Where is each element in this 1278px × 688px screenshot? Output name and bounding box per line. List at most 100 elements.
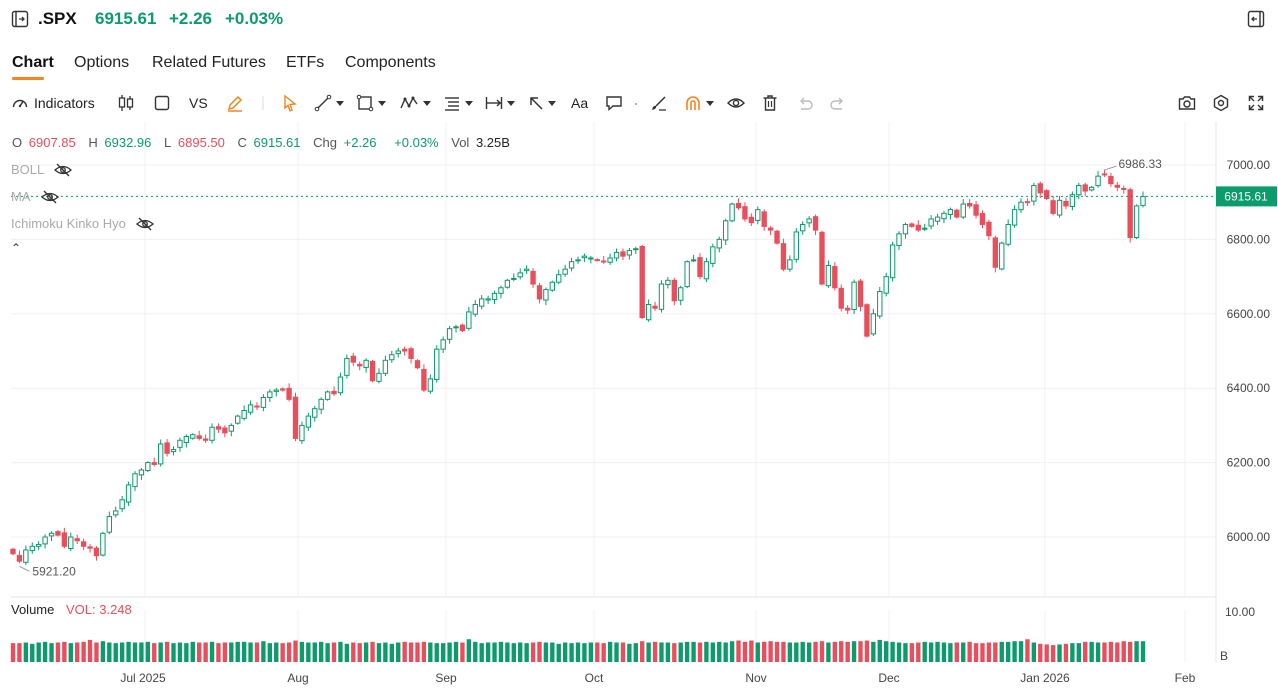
candle-body — [312, 408, 318, 418]
volume-bar — [30, 643, 35, 662]
candle-body — [812, 216, 819, 231]
candle-body — [151, 462, 157, 465]
tab-options[interactable]: Options — [74, 54, 130, 71]
collapse-panel-icon[interactable] — [11, 10, 29, 28]
tab-components[interactable]: Components — [345, 54, 436, 71]
candle-body — [119, 499, 125, 510]
volume-bar — [261, 641, 266, 662]
shape-icon[interactable] — [356, 92, 386, 114]
volume-bar — [967, 641, 972, 662]
compare-button[interactable]: VS — [189, 92, 208, 114]
exit-panel-icon[interactable] — [1247, 10, 1265, 28]
volume-bar — [331, 642, 337, 662]
indicators-button[interactable]: Indicators — [11, 92, 95, 114]
measure-icon[interactable] — [485, 92, 515, 114]
volume-bar — [595, 642, 600, 662]
text-tool-button[interactable]: Aa — [571, 92, 588, 114]
volume-bar — [139, 642, 144, 662]
hidden-eye-icon[interactable] — [135, 217, 154, 231]
pencil-icon[interactable] — [226, 92, 244, 114]
candle-body — [793, 231, 799, 260]
line-icon[interactable] — [314, 92, 344, 114]
indicator-boll[interactable]: BOLL — [11, 162, 73, 177]
candle-body — [164, 442, 170, 454]
candle-body — [241, 410, 247, 419]
candle-body — [626, 250, 633, 256]
redo-icon[interactable] — [829, 92, 847, 114]
fib-icon[interactable] — [443, 92, 473, 114]
candle-body — [877, 290, 883, 317]
candle-body — [562, 268, 568, 275]
candle-body — [1127, 189, 1133, 239]
volume-bar — [145, 641, 151, 662]
candle-body — [61, 532, 68, 547]
candle-body — [703, 261, 710, 280]
cursor-icon[interactable] — [282, 92, 298, 114]
compare-label: VS — [189, 95, 208, 111]
volume-bar — [665, 642, 671, 662]
volume-bar — [742, 641, 748, 662]
camera-icon[interactable] — [1178, 92, 1196, 114]
settings-icon[interactable] — [1212, 92, 1230, 114]
x-tick-label: Oct — [585, 671, 604, 685]
indicator-ma[interactable]: MA — [11, 189, 59, 204]
volume-bar — [973, 643, 979, 662]
volume-bar — [119, 642, 125, 662]
arrow-icon[interactable] — [528, 92, 556, 114]
candle-body — [960, 203, 966, 218]
tab-chart[interactable]: Chart — [12, 54, 54, 71]
volume-bar — [575, 642, 581, 662]
square-icon[interactable] — [154, 92, 170, 114]
eye-icon[interactable] — [727, 92, 745, 114]
brush-icon[interactable] — [650, 92, 668, 114]
tab-related-futures[interactable]: Related Futures — [152, 54, 266, 71]
comment-icon[interactable] — [605, 92, 623, 114]
hidden-eye-icon[interactable] — [40, 190, 59, 204]
volume-bar — [871, 641, 876, 662]
chart-area[interactable]: 7000.00 6800.00 6600.00 6400.00 6200.00 6000.… — [0, 122, 1278, 688]
price-chart[interactable]: 7000.00 6800.00 6600.00 6400.00 6200.00 6000.… — [0, 122, 1278, 688]
volume-bar — [1057, 644, 1062, 662]
undo-icon[interactable] — [796, 92, 814, 114]
volume-bar — [697, 642, 703, 662]
volume-bar — [152, 643, 157, 662]
collapse-indicators-icon[interactable]: ⌃ — [11, 241, 22, 255]
candlestick-icon[interactable] — [117, 92, 135, 114]
volume-bar — [75, 642, 80, 662]
volume-bar — [55, 642, 61, 662]
volume-bar — [460, 642, 465, 662]
volume-bar — [312, 642, 317, 662]
tab-etfs[interactable]: ETFs — [286, 54, 325, 71]
volume-bar — [164, 641, 170, 662]
candle-body — [549, 281, 556, 291]
indicator-ichimoku[interactable]: Ichimoku Kinko Hyo — [11, 216, 154, 231]
candle-body — [113, 510, 119, 516]
trash-icon[interactable] — [762, 92, 778, 114]
candle-body — [1044, 190, 1050, 199]
candle-body — [350, 355, 356, 363]
volume-bar — [704, 641, 709, 662]
volume-bar — [1063, 643, 1069, 662]
candle-body — [273, 389, 279, 392]
candle-body — [928, 218, 934, 227]
candle-body — [633, 248, 639, 251]
volume-bar — [177, 642, 183, 662]
candle-body — [100, 532, 106, 556]
magnet-icon[interactable] — [684, 92, 714, 114]
volume-bar — [999, 641, 1004, 662]
pattern-icon[interactable] — [399, 92, 431, 114]
fullscreen-icon[interactable] — [1248, 92, 1264, 114]
candle-body — [979, 213, 986, 226]
candle-body — [344, 357, 350, 376]
volume-bar — [466, 639, 472, 662]
volume-bar — [569, 643, 574, 662]
candle-body — [74, 538, 80, 542]
volume-bar — [755, 642, 760, 662]
candle-body — [1011, 209, 1018, 226]
candle-body — [999, 242, 1005, 270]
x-tick-label: Nov — [745, 671, 766, 685]
volume-bar — [267, 643, 273, 662]
indicator-ichimoku-label: Ichimoku Kinko Hyo — [11, 216, 126, 231]
candle-body — [857, 280, 864, 307]
hidden-eye-icon[interactable] — [54, 163, 73, 177]
